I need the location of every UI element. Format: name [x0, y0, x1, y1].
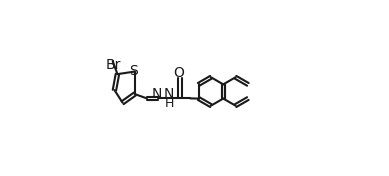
Text: S: S [129, 64, 138, 78]
Text: O: O [174, 66, 185, 80]
Text: H: H [165, 97, 174, 110]
Text: Br: Br [105, 58, 121, 72]
Text: N: N [151, 87, 162, 101]
Text: N: N [163, 87, 173, 101]
